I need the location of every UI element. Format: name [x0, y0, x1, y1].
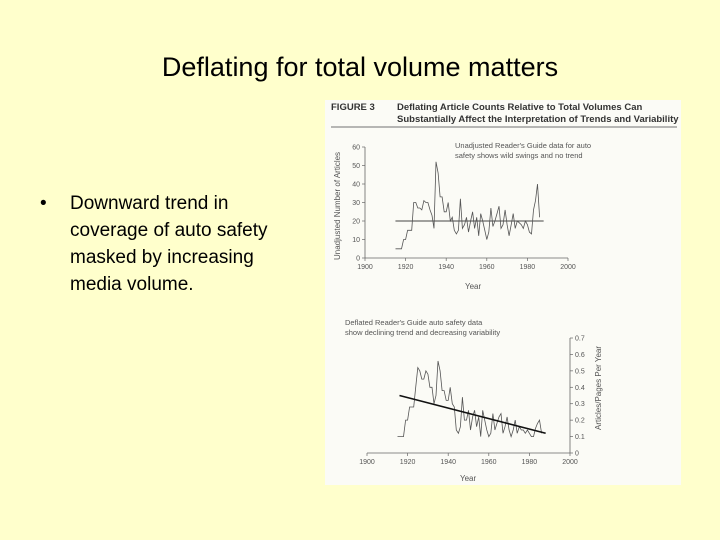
slide-title: Deflating for total volume matters: [161, 52, 559, 82]
chart-unadjusted: Unadjusted Reader's Guide data for auto …: [333, 141, 591, 291]
bottom-annotation-line1: Deflated Reader's Guide auto safety data: [345, 318, 483, 327]
bottom-y-tick-label: 0.6: [575, 352, 585, 359]
top-x-tick-label: 1940: [438, 264, 454, 271]
top-x-tick-label: 2000: [560, 264, 576, 271]
bottom-y-tick-label: 0.7: [575, 336, 585, 343]
figure-svg: FIGURE 3 Deflating Article Counts Relati…: [331, 102, 679, 483]
bottom-trend-line: [399, 394, 546, 435]
figure-3: FIGURE 3 Deflating Article Counts Relati…: [325, 100, 681, 485]
top-x-tick-label: 1920: [398, 264, 414, 271]
bottom-x-tick-label: 1920: [400, 459, 416, 466]
figure-heading-line1: Deflating Article Counts Relative to Tot…: [397, 102, 642, 113]
bottom-annotation-line2: show declining trend and decreasing vari…: [345, 328, 500, 337]
top-series-line: [395, 161, 540, 250]
bottom-y-tick-label: 0.1: [575, 434, 585, 441]
figure-heading-line2: Substantially Affect the Interpretation …: [397, 114, 679, 125]
top-x-axis-title: Year: [465, 282, 482, 291]
bullet-list: Downward trend in coverage of auto safet…: [38, 190, 288, 298]
top-y-tick-label: 20: [352, 219, 360, 226]
top-y-axis-title: Unadjusted Number of Articles: [333, 152, 342, 260]
bullet-item: Downward trend in coverage of auto safet…: [38, 190, 288, 298]
top-y-tick-label: 50: [352, 163, 360, 170]
bottom-y-tick-label: 0.4: [575, 385, 585, 392]
top-y-tick-label: 40: [352, 182, 360, 189]
bottom-x-tick-label: 2000: [562, 459, 578, 466]
bottom-x-axis-title: Year: [460, 474, 477, 483]
bottom-x-tick-label: 1980: [522, 459, 538, 466]
top-annotation-line2: safety shows wild swings and no trend: [455, 151, 583, 160]
bottom-y-axis-title: Articles/Pages Per Year: [594, 346, 603, 430]
top-x-tick-label: 1980: [520, 264, 536, 271]
bottom-y-tick-label: 0: [575, 451, 579, 458]
top-x-tick-label: 1900: [357, 264, 373, 271]
bottom-series-line: [397, 360, 542, 438]
top-y-tick-label: 30: [352, 200, 360, 207]
bottom-x-tick-label: 1960: [481, 459, 497, 466]
top-y-tick-label: 10: [352, 237, 360, 244]
top-x-tick-label: 1960: [479, 264, 495, 271]
bottom-y-tick-label: 0.3: [575, 401, 585, 408]
top-annotation-line1: Unadjusted Reader's Guide data for auto: [455, 141, 591, 150]
bottom-y-tick-label: 0.2: [575, 418, 585, 425]
top-y-tick-label: 60: [352, 145, 360, 152]
bottom-x-tick-label: 1940: [440, 459, 456, 466]
figure-label: FIGURE 3: [331, 102, 375, 113]
top-y-tick-label: 0: [356, 256, 360, 263]
bottom-y-tick-label: 0.5: [575, 368, 585, 375]
chart-deflated: Deflated Reader's Guide auto safety data…: [345, 318, 603, 483]
bottom-x-tick-label: 1900: [359, 459, 375, 466]
